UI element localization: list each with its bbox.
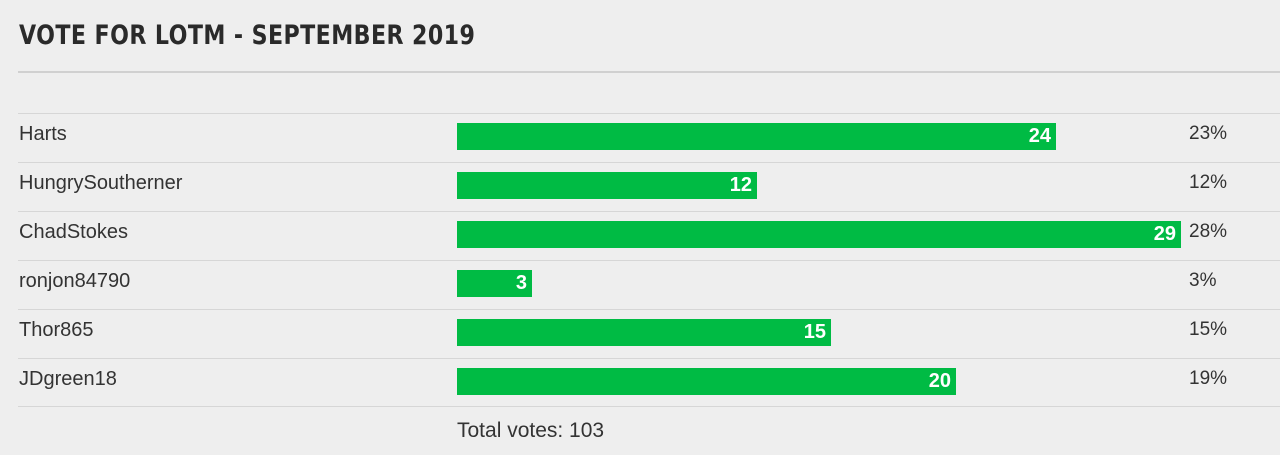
option-name: JDgreen18 [19, 368, 117, 390]
vote-percent: 28% [1189, 221, 1228, 242]
vote-bar: 15 [457, 319, 831, 346]
option-name: ChadStokes [19, 221, 128, 243]
poll-option-row: JDgreen18 20 19% [18, 358, 1280, 407]
bar-track: 29 [457, 221, 1189, 248]
total-votes: Total votes: 103 [457, 419, 605, 442]
vote-bar: 12 [457, 172, 757, 199]
vote-count: 24 [1028, 125, 1051, 147]
bar-track: 3 [457, 270, 1189, 297]
vote-count: 15 [803, 321, 826, 343]
vote-bar: 24 [457, 123, 1056, 150]
vote-count: 29 [1153, 223, 1176, 245]
poll-option-row: HungrySoutherner 12 12% [18, 162, 1280, 211]
option-name: HungrySoutherner [19, 172, 183, 194]
option-name: Thor865 [19, 319, 94, 341]
vote-bar: 20 [457, 368, 956, 395]
vote-percent: 23% [1189, 123, 1228, 144]
bar-track: 20 [457, 368, 1189, 395]
poll-option-row: ChadStokes 29 28% [18, 211, 1280, 260]
vote-bar: 3 [457, 270, 532, 297]
vote-count: 3 [515, 272, 527, 294]
poll-title: VOTE FOR LOTM - SEPTEMBER 2019 [19, 20, 476, 51]
poll-results: Harts 24 23% HungrySoutherner 12 12% Cha… [18, 113, 1280, 407]
poll-option-row: Thor865 15 15% [18, 309, 1280, 358]
vote-bar: 29 [457, 221, 1181, 248]
vote-percent: 19% [1189, 368, 1228, 389]
bar-track: 24 [457, 123, 1189, 150]
vote-count: 12 [729, 174, 752, 196]
bar-track: 15 [457, 319, 1189, 346]
title-divider [18, 71, 1280, 73]
vote-percent: 12% [1189, 172, 1228, 193]
bar-track: 12 [457, 172, 1189, 199]
vote-count: 20 [928, 370, 951, 392]
vote-percent: 15% [1189, 319, 1228, 340]
option-name: Harts [19, 123, 67, 145]
option-name: ronjon84790 [19, 270, 131, 292]
vote-percent: 3% [1189, 270, 1217, 291]
poll-option-row: Harts 24 23% [18, 113, 1280, 162]
poll-option-row: ronjon84790 3 3% [18, 260, 1280, 309]
